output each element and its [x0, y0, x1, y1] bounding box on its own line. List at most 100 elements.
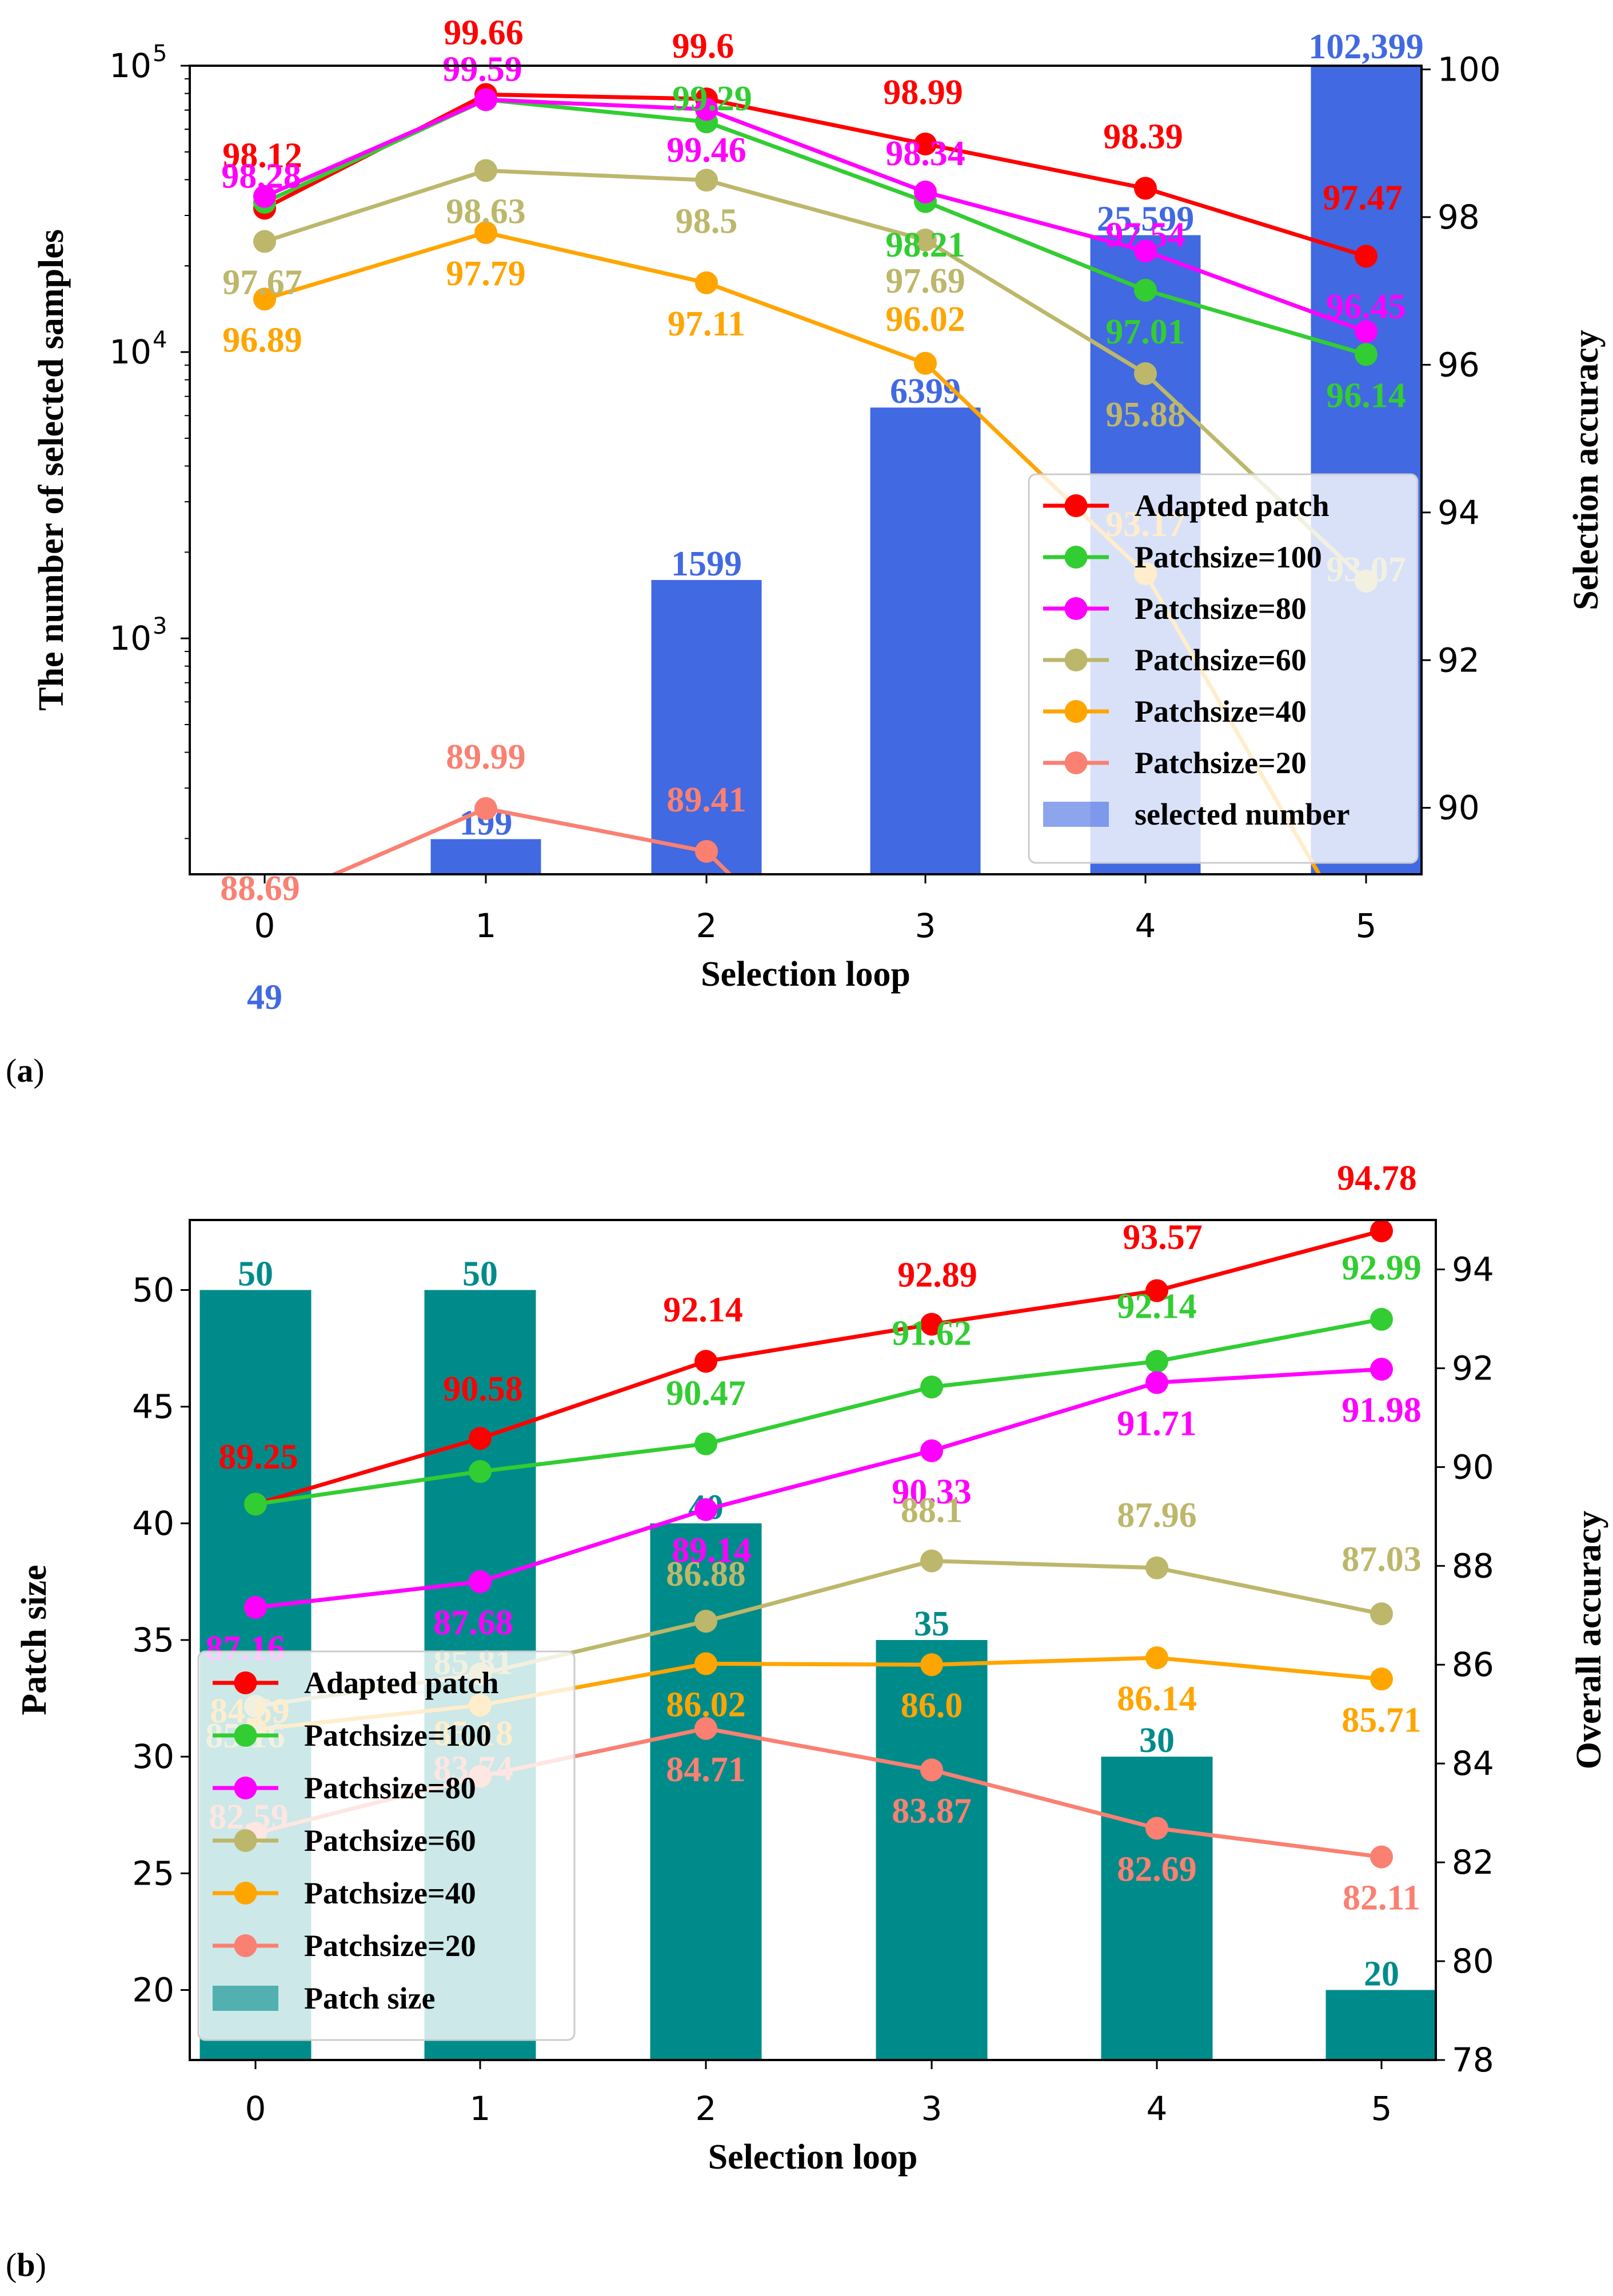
panel-b-point-2-2: [694, 1498, 717, 1521]
panel-a-point-label-25: 96.02: [885, 300, 965, 339]
panel-b-point-1-5: [1370, 1307, 1393, 1331]
panel-b-bar-2: [650, 1523, 762, 2060]
panel-b-legend: Adapted patch Patchsize=100 Patchsize=80 Pa…: [197, 1650, 576, 2041]
panel-a-ytick-right-label-4: 98: [1438, 198, 1480, 237]
panel-b-point-label-19: 88.1: [901, 1491, 963, 1530]
panel-a-point-label-1: 99.66: [444, 13, 524, 52]
panel-a-point-0-4: [1134, 177, 1157, 200]
panel-b-point-5-4: [1145, 1817, 1168, 1840]
panel-b-ytick-left-label-4: 40: [132, 1504, 174, 1543]
panel-a-point-label-9: 96.14: [1326, 376, 1406, 415]
panel-a-point-label-10: 98.28: [221, 157, 301, 196]
panel-b-ytick-left-label-3: 35: [132, 1621, 174, 1659]
panel-b-legend-label-5: Patchsize=20: [304, 1929, 476, 1963]
panel-a-legend-label-5: Patchsize=20: [1135, 746, 1307, 780]
panel-a-legend-label-4: Patchsize=40: [1135, 694, 1307, 729]
panel-b-point-4-2: [694, 1652, 717, 1675]
panel-a-point-label-0: 98.12: [222, 136, 302, 175]
panel-a-legend-bar-swatch: [1043, 802, 1109, 827]
panel-b-xtick-label-5: 5: [1371, 2089, 1392, 2128]
panel-a-point-1-4: [1134, 278, 1157, 302]
panel-a-point-label-16: 97.67: [222, 263, 302, 302]
panel-b-y-right-title: Overall accuracy: [1570, 1511, 1608, 1770]
panel-a-xtick-label-0: 0: [254, 906, 276, 945]
panel-b-point-1-2: [694, 1432, 717, 1455]
panel-a-point-label-6: 99.29: [672, 79, 752, 118]
panel-b-tag: (b): [6, 2246, 46, 2283]
panel-a-point-3-1: [474, 159, 497, 182]
panel-a-point-label-19: 97.69: [885, 262, 965, 301]
panel-b-point-label-0: 89.25: [218, 1438, 298, 1477]
panel-a-legend-label-1: Patchsize=100: [1135, 540, 1322, 574]
panel-b-ytick-right-label-7: 92: [1452, 1349, 1494, 1387]
panel-b-point-label-5: 94.78: [1337, 1159, 1417, 1198]
panel-a-point-label-29: 89.41: [666, 781, 746, 819]
panel-b-point-5-2: [694, 1717, 717, 1740]
panel-a-bar-label-0: 49: [247, 978, 282, 1017]
panel-a-point-label-13: 98.34: [885, 134, 965, 173]
panel-a-legend-marker-0: [1064, 494, 1088, 517]
panel-b-point-3-2: [694, 1610, 717, 1633]
panel-a-point-label-24: 97.11: [668, 305, 745, 343]
panel-a-y-left-title: The number of selected samples: [32, 229, 71, 711]
panel-b-ytick-right-label-5: 88: [1452, 1546, 1494, 1585]
panel-b-point-3-3: [920, 1549, 943, 1573]
panel-a-point-2-5: [1355, 320, 1378, 343]
panel-a-y-right-title: Selection accuracy: [1567, 330, 1606, 610]
panel-a-bar-2: [651, 580, 762, 874]
panel-a-ytick-right-label-0: 90: [1438, 789, 1480, 827]
panel-a-point-5-3: [914, 1055, 937, 1078]
panel-b-point-label-15: 91.98: [1341, 1391, 1422, 1430]
panel-b-point-label-1: 90.58: [443, 1370, 523, 1409]
panel-a-point-4-0: [253, 287, 276, 311]
panel-a-ytick-left-exp-1: 4: [153, 327, 167, 353]
panel-a-point-label-5: 97.47: [1323, 178, 1403, 217]
panel-b-point-5-3: [920, 1758, 943, 1782]
panel-a-point-label-4: 98.39: [1103, 118, 1183, 157]
panel-a-point-2-1: [474, 88, 497, 111]
panel-b-bar-5: [1325, 1990, 1436, 2060]
panel-b-point-label-14: 91.71: [1117, 1404, 1197, 1443]
panel-a-point-label-23: 97.79: [446, 254, 526, 293]
panel-a-point-5-4: [1134, 1166, 1157, 1189]
panel-b-bar-label-4: 30: [1139, 1721, 1175, 1760]
panel-a-legend-label-2: Patchsize=80: [1135, 591, 1307, 626]
panel-b-point-2-3: [920, 1439, 943, 1462]
panel-b-point-2-4: [1145, 1371, 1168, 1394]
panel-a-point-5-1: [474, 797, 497, 820]
panel-b-point-5-5: [1370, 1845, 1393, 1869]
panel-b-ytick-left-label-5: 45: [132, 1387, 174, 1426]
panel-a-point-label-27: 88.69: [220, 869, 300, 908]
panel-b-point-label-12: 89.14: [672, 1531, 752, 1570]
panel-b-ytick-left-label-6: 50: [132, 1271, 174, 1310]
panel-b-point-label-25: 86.0: [901, 1686, 963, 1725]
panel-b-point-label-21: 87.03: [1341, 1540, 1422, 1579]
panel-b-point-1-4: [1145, 1350, 1168, 1373]
panel-a-line-0: [263, 92, 1367, 258]
panel-b-legend-bar-swatch: [213, 1986, 278, 2011]
panel-b-point-label-33: 82.11: [1343, 1879, 1420, 1918]
panel-b-point-label-2: 92.14: [663, 1290, 743, 1329]
panel-b-xtick-label-0: 0: [245, 2089, 266, 2128]
panel-a-point-5-2: [695, 839, 718, 863]
panel-b-line-1: [255, 1317, 1382, 1506]
panel-b-legend-marker-0: [234, 1671, 257, 1694]
panel-b-point-1-3: [920, 1375, 943, 1399]
panel-b-point-label-3: 92.89: [897, 1255, 977, 1294]
panel-b-point-0-5: [1370, 1220, 1393, 1243]
panel-a-point-label-28: 89.99: [446, 738, 526, 777]
panel-b-line-2: [255, 1367, 1382, 1610]
panel-b-ytick-left-label-1: 25: [132, 1854, 174, 1893]
panel-b-ytick-right-label-2: 82: [1452, 1843, 1494, 1882]
panel-a-point-label-15: 96.45: [1326, 287, 1406, 326]
panel-a-point-label-14: 97.54: [1105, 215, 1185, 254]
panel-a-bar-label-2: 1599: [671, 545, 742, 583]
panel-b-point-label-26: 86.14: [1117, 1679, 1197, 1718]
panel-b-legend-label-2: Patchsize=80: [304, 1771, 476, 1805]
panel-b-point-2-0: [244, 1595, 267, 1619]
panel-a-point-3-3: [914, 228, 937, 251]
panel-b-ytick-left-label-0: 20: [132, 1971, 174, 2010]
panel-b-point-4-4: [1145, 1646, 1168, 1670]
panel-a-xtick-label-4: 4: [1135, 906, 1156, 945]
